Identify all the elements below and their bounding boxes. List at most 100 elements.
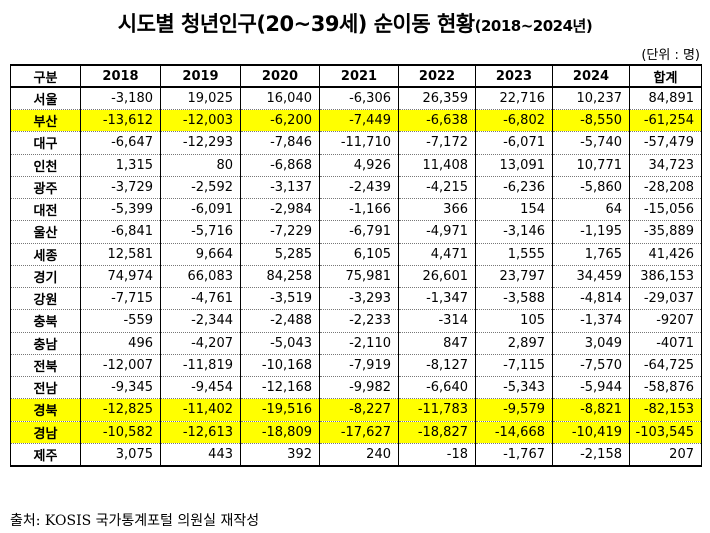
value-cell: -11,710 [319, 131, 399, 155]
value-cell: -2,439 [319, 175, 399, 200]
value-cell: 12,581 [80, 242, 161, 266]
value-cell: 105 [475, 309, 553, 333]
value-cell: -2,488 [240, 309, 320, 333]
region-cell: 전남 [10, 375, 81, 400]
value-cell: 11,408 [398, 153, 476, 177]
title-years: (2018~2024년) [474, 17, 593, 35]
value-cell: 22,716 [475, 86, 553, 111]
value-cell: -8,127 [398, 353, 476, 378]
value-cell: 26,601 [398, 264, 476, 289]
value-cell: -12,007 [80, 353, 161, 378]
table-row: 강원 -7,715 -4,761 -3,519 -3,293 -1,347 -3,588 -4… [10, 286, 702, 311]
value-cell: 847 [398, 331, 476, 355]
value-cell: -1,767 [475, 442, 553, 467]
value-cell: -3,729 [80, 175, 161, 200]
value-cell: -3,137 [240, 175, 320, 200]
value-cell: 74,974 [80, 264, 161, 289]
header-column: 2023 [475, 63, 553, 89]
value-cell: 1,765 [552, 242, 630, 266]
value-cell: -12,003 [160, 108, 241, 133]
value-cell: 3,075 [80, 442, 161, 467]
value-cell: 10,771 [552, 153, 630, 177]
value-cell: -18,827 [398, 420, 476, 444]
value-cell: -6,200 [240, 108, 320, 133]
value-cell: -5,343 [475, 375, 553, 400]
region-cell: 경기 [10, 264, 81, 289]
total-cell: 34,723 [629, 153, 702, 177]
table-row: 전남 -9,345 -9,454 -12,168 -9,982 -6,640 -5,343-… [10, 375, 702, 400]
value-cell: -3,293 [319, 286, 399, 311]
value-cell: -2,984 [240, 197, 320, 222]
value-cell: -14,668 [475, 420, 553, 444]
table-row: 충북 -559 -2,344 -2,488 -2,233 -314 105 -1,374 -92… [10, 309, 702, 333]
header-column: 2024 [552, 63, 630, 89]
value-cell: -6,236 [475, 175, 553, 200]
total-cell: -64,725 [629, 353, 702, 378]
value-cell: -18,809 [240, 420, 320, 444]
region-cell: 충남 [10, 331, 81, 355]
table-row: 인천 1,315 80 -6,868 4,926 11,408 13,091 10,771 34… [10, 153, 702, 177]
value-cell: -2,233 [319, 309, 399, 333]
value-cell: 154 [475, 197, 553, 222]
value-cell: -9,454 [160, 375, 241, 400]
title-main: 시도별 청년인구(20~39세) 순이동 현황 [117, 12, 475, 36]
value-cell: -7,919 [319, 353, 399, 378]
value-cell: -7,715 [80, 286, 161, 311]
header-column: 2020 [240, 63, 320, 89]
value-cell: -5,043 [240, 331, 320, 355]
value-cell: -5,399 [80, 197, 161, 222]
table-row: 세종 12,581 9,664 5,285 6,105 4,471 1,555 1,765 41… [10, 242, 702, 266]
value-cell: -6,791 [319, 220, 399, 244]
table-body: 서울 -3,180 19,025 16,040 -6,306 26,359 22,716 10… [10, 86, 702, 467]
value-cell: -19,516 [240, 398, 320, 422]
value-cell: 19,025 [160, 86, 241, 111]
table-row: 대전 -5,399 -6,091 -2,984 -1,166 366 154 64 -15,05… [10, 197, 702, 222]
value-cell: -8,821 [552, 398, 630, 422]
unit-label: (단위 : 명) [641, 48, 700, 63]
value-cell: 240 [319, 442, 399, 467]
header-column: 2022 [398, 63, 476, 89]
value-cell: 66,083 [160, 264, 241, 289]
value-cell: -2,592 [160, 175, 241, 200]
value-cell: -10,582 [80, 420, 161, 444]
value-cell: 75,981 [319, 264, 399, 289]
value-cell: 366 [398, 197, 476, 222]
total-cell: 84,891 [629, 86, 702, 111]
value-cell: -2,158 [552, 442, 630, 467]
header-column: 2021 [319, 63, 399, 89]
value-cell: 392 [240, 442, 320, 467]
region-cell: 인천 [10, 153, 81, 177]
table-row: 경남 -10,582 -12,613 -18,809 -17,627 -18,827 -14… [10, 420, 702, 444]
value-cell: -11,783 [398, 398, 476, 422]
value-cell: -9,345 [80, 375, 161, 400]
value-cell: -1,195 [552, 220, 630, 244]
total-cell: -35,889 [629, 220, 702, 244]
value-cell: -7,229 [240, 220, 320, 244]
region-cell: 경북 [10, 398, 81, 422]
value-cell: -11,402 [160, 398, 241, 422]
value-cell: 496 [80, 331, 161, 355]
value-cell: -13,612 [80, 108, 161, 133]
value-cell: 5,285 [240, 242, 320, 266]
total-cell: -82,153 [629, 398, 702, 422]
value-cell: 3,049 [552, 331, 630, 355]
value-cell: -11,819 [160, 353, 241, 378]
table-row: 울산 -6,841 -5,716 -7,229 -6,791 -4,971 -3,146 -1… [10, 220, 702, 244]
value-cell: -4,761 [160, 286, 241, 311]
value-cell: -5,860 [552, 175, 630, 200]
value-cell: 4,471 [398, 242, 476, 266]
value-cell: -4,971 [398, 220, 476, 244]
region-cell: 광주 [10, 175, 81, 200]
value-cell: -6,071 [475, 131, 553, 155]
table-row: 경기 74,974 66,083 84,258 75,981 26,601 23,797 34… [10, 264, 702, 289]
header-column: 2019 [160, 63, 241, 89]
value-cell: 9,664 [160, 242, 241, 266]
total-cell: -61,254 [629, 108, 702, 133]
total-cell: 386,153 [629, 264, 702, 289]
total-cell: -103,545 [629, 420, 702, 444]
value-cell: -7,449 [319, 108, 399, 133]
value-cell: -3,519 [240, 286, 320, 311]
value-cell: -3,588 [475, 286, 553, 311]
value-cell: -12,613 [160, 420, 241, 444]
value-cell: 64 [552, 197, 630, 222]
